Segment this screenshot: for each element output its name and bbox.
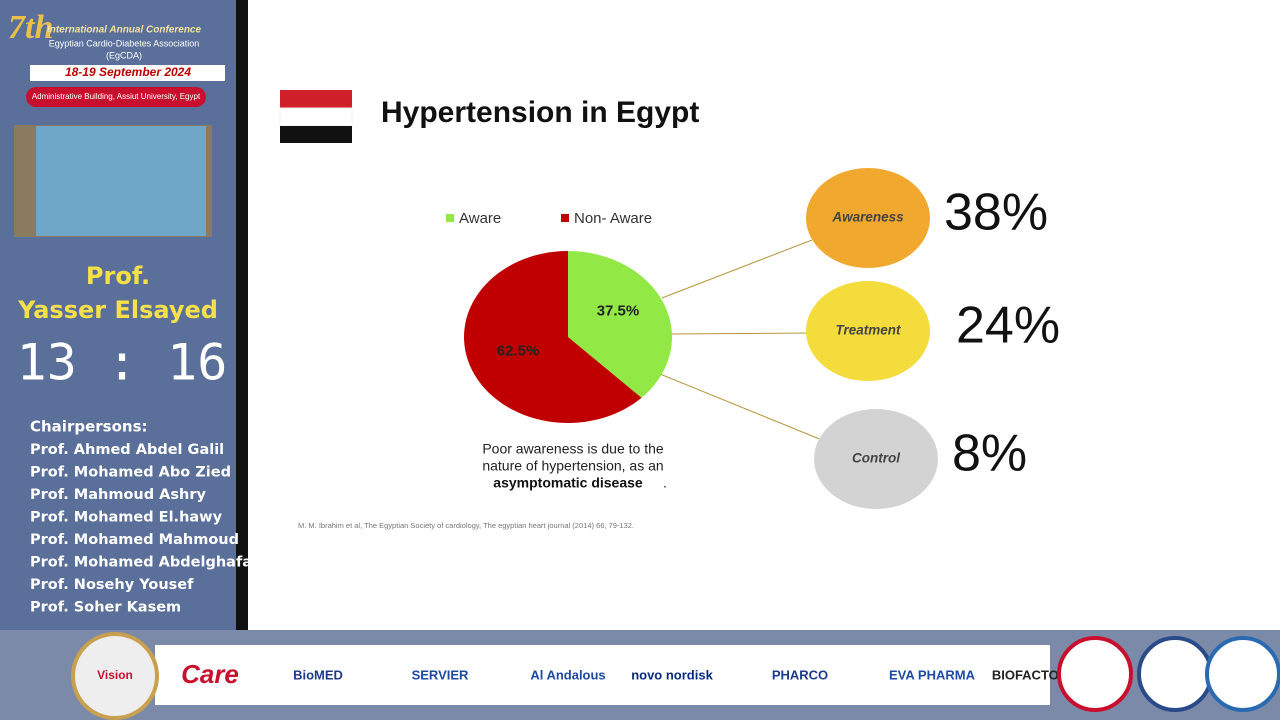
society-seal <box>1137 636 1213 712</box>
legend-swatch <box>446 214 454 222</box>
stat-circle <box>806 168 930 268</box>
chair-name: Prof. Mohamed El.hawy <box>30 510 223 526</box>
edition: 7th <box>8 9 53 46</box>
chair-name: Prof. Mahmoud Ashry <box>30 487 206 503</box>
stat-value: 24% <box>956 297 1060 355</box>
chair-name: Prof. Mohamed Mahmoud <box>30 532 239 548</box>
acronym: (EgCDA) <box>106 50 142 60</box>
connector <box>661 239 813 299</box>
stat-circle <box>814 409 938 509</box>
society-seal <box>1205 636 1280 712</box>
stat-label: Treatment <box>835 323 901 338</box>
sponsor-strip <box>155 645 1050 705</box>
vision-badge <box>71 632 159 720</box>
chair-name: Prof. Nosehy Yousef <box>30 577 194 593</box>
chair-name: Prof. Mohamed Abdelghafar <box>30 555 260 571</box>
stat-value: 38% <box>944 184 1048 242</box>
slice-label: 62.5% <box>497 342 540 359</box>
sponsor-logo: Care <box>181 659 239 689</box>
stat-circle <box>806 281 930 381</box>
sponsor-logo: novo nordisk <box>631 667 713 682</box>
stat-value: 8% <box>952 425 1027 483</box>
flag-red <box>280 90 352 108</box>
sponsor-logo: Al Andalous <box>530 667 605 682</box>
chair-name: Prof. Mohamed Abo Zied <box>30 465 231 481</box>
note-line: asymptomatic disease <box>493 475 643 491</box>
sponsor-logo: BioMED <box>293 667 343 682</box>
slice-label: 37.5% <box>597 302 640 319</box>
speaker-title: Prof. <box>86 262 150 290</box>
legend-swatch <box>561 214 569 222</box>
sponsor-logo: BIOFACTOR <box>992 667 1069 682</box>
association: Egyptian Cardio-Diabetes Association <box>49 38 200 48</box>
dates-box <box>30 65 225 81</box>
legend-label: Aware <box>459 210 501 227</box>
chair-name: Prof. Soher Kasem <box>30 600 181 616</box>
sponsor-logo: SERVIER <box>412 667 469 682</box>
divider <box>236 0 248 640</box>
timer: 13 : 16 <box>17 334 228 392</box>
camera-screen <box>36 126 206 236</box>
pie-slice <box>464 251 642 424</box>
dates: 18-19 September 2024 <box>65 65 191 79</box>
connector <box>667 332 809 335</box>
venue-box <box>26 87 206 107</box>
chairs-heading: Chairpersons: <box>30 418 148 436</box>
stat-label: Control <box>852 451 900 466</box>
connector <box>659 373 823 441</box>
stat-label: Awareness <box>831 210 904 225</box>
conference: International Annual Conference <box>47 25 202 36</box>
citation: M. M. Ibrahim et al, The Egyptian Societ… <box>298 521 634 530</box>
note-line: Poor awareness is due to the <box>482 441 664 457</box>
chair-name: Prof. Ahmed Abdel Galil <box>30 442 224 458</box>
flag-white <box>279 107 353 127</box>
sponsor-logo: PHARCO <box>772 667 828 682</box>
sponsor-logo: Vision <box>97 668 133 682</box>
note-line: nature of hypertension, as an <box>482 458 663 474</box>
note-line: . <box>663 475 667 491</box>
speaker-name: Yasser Elsayed <box>17 296 218 324</box>
society-seal <box>1057 636 1133 712</box>
sponsor-logo: EVA PHARMA <box>889 667 976 682</box>
legend-label: Non- Aware <box>574 210 652 227</box>
flag-black <box>280 126 352 143</box>
pie-slice <box>568 251 672 398</box>
venue: Administrative Building, Assiut Universi… <box>32 92 201 101</box>
slide <box>248 0 1280 632</box>
slide-title: Hypertension in Egypt <box>381 96 699 129</box>
